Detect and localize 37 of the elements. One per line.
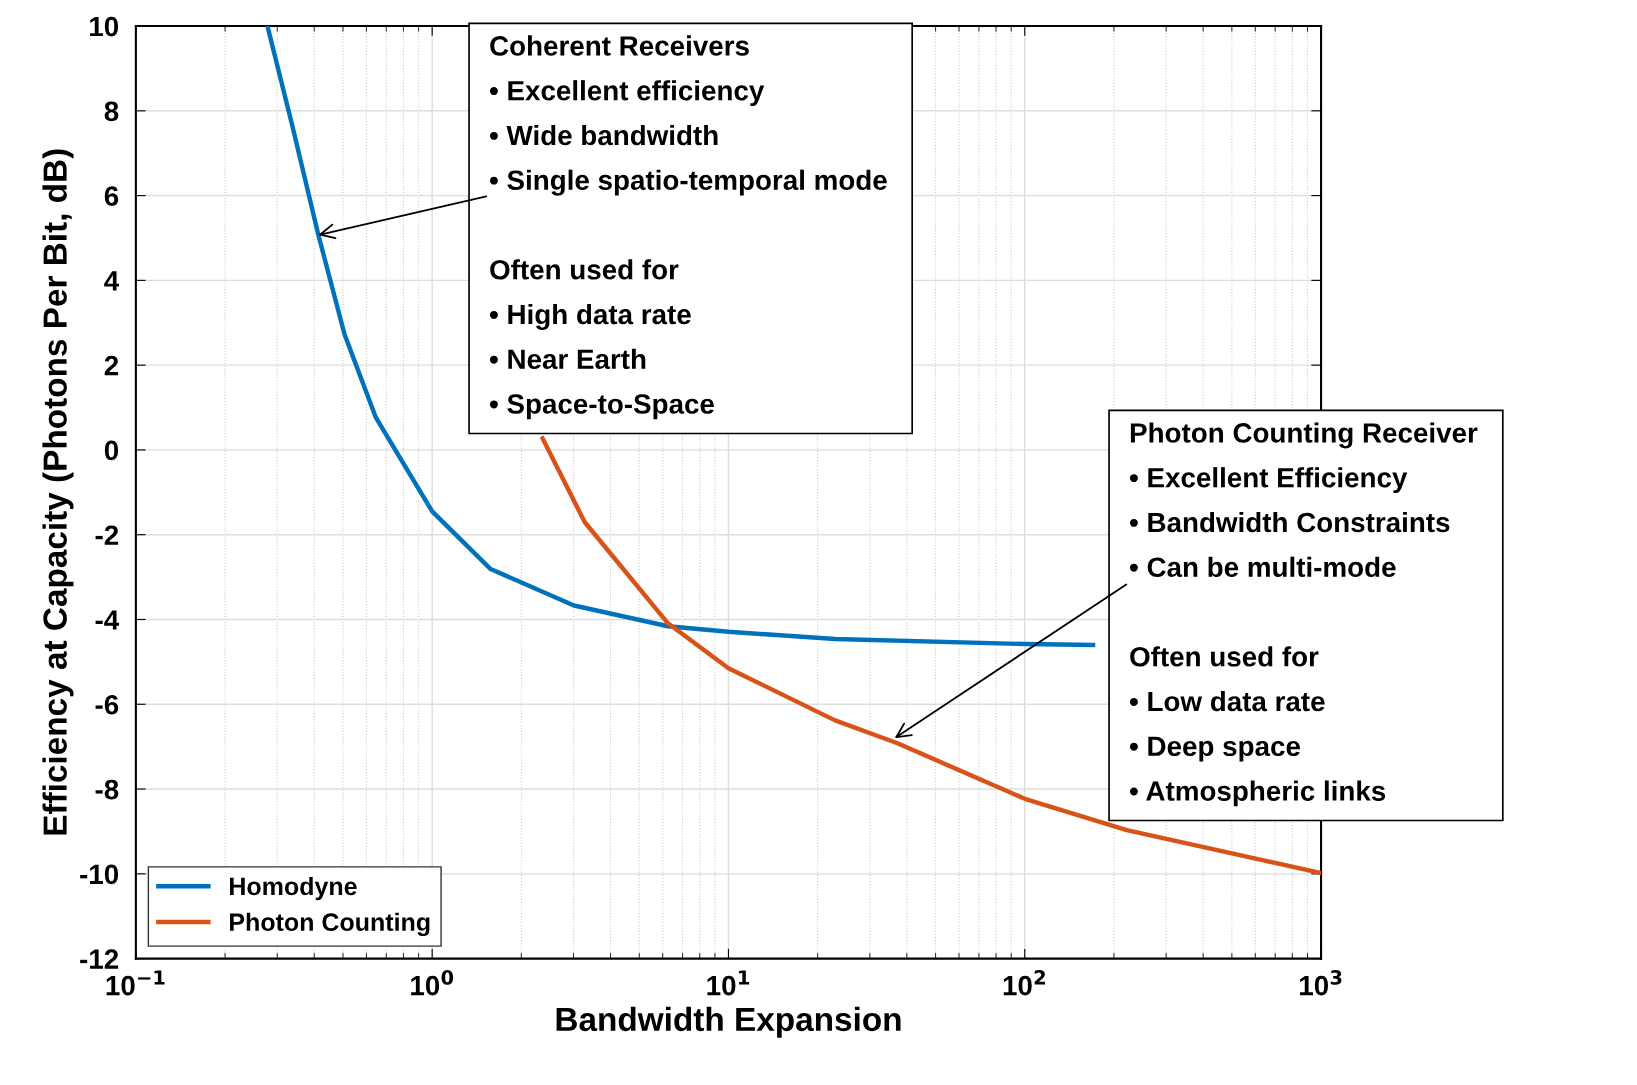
y-tick-label: 0 — [104, 440, 119, 461]
y-tick-label: 6 — [104, 186, 119, 206]
annotation: • Single spatio-temporal mode — [489, 169, 887, 196]
y-tick-label: -6 — [95, 694, 119, 715]
annotation: • Excellent efficiency — [489, 80, 765, 107]
x-tick-label: 10$^{1}$ — [707, 970, 750, 996]
x-tick-label: 10$^{−1}$ — [106, 970, 165, 996]
x-tick-label: 10$^{0}$ — [411, 970, 454, 996]
annotation: • High data rate — [489, 303, 691, 330]
annotation: Often used for — [490, 259, 679, 280]
y-tick-label: -12 — [80, 949, 119, 969]
annotation: Coherent Receivers — [490, 35, 749, 56]
annotation: • Space-to-Space — [489, 394, 714, 420]
y-tick-label: -10 — [80, 864, 119, 885]
x-tick-label: 10$^{2}$ — [1003, 970, 1045, 996]
annotation: • Low data rate — [1129, 690, 1325, 712]
annotation: • Wide bandwidth — [489, 124, 718, 146]
y-tick-label: -2 — [95, 525, 119, 545]
y-tick-label: 8 — [104, 101, 119, 122]
annotation: • Near Earth — [489, 348, 646, 370]
annotation: Often used for — [1130, 646, 1319, 667]
y-tick-label: 10 — [90, 16, 119, 37]
annotation: Photon Counting Receiver — [1130, 422, 1478, 449]
annotation: • Can be multi-mode — [1129, 556, 1396, 578]
annotation: • Deep space — [1129, 736, 1300, 762]
legend-label: Photon Counting — [230, 912, 430, 937]
annotation: • Atmospheric links — [1129, 780, 1386, 807]
y-tick-label: -4 — [95, 610, 120, 630]
x-tick-label: 10$^{3}$ — [1300, 970, 1342, 996]
annotation: • Bandwidth Constraints — [1129, 511, 1450, 533]
y-tick-label: -8 — [95, 779, 119, 800]
y-axis-title: Efficiency at Capacity (Photons Per Bit, dB) — [42, 149, 74, 835]
annotation: • Excellent Efficiency — [1129, 467, 1408, 494]
x-axis-title: Bandwidth Expansion — [556, 1006, 901, 1038]
y-tick-label: 4 — [104, 271, 120, 291]
legend-label: Homodyne — [230, 876, 357, 901]
y-tick-label: 2 — [104, 355, 119, 376]
